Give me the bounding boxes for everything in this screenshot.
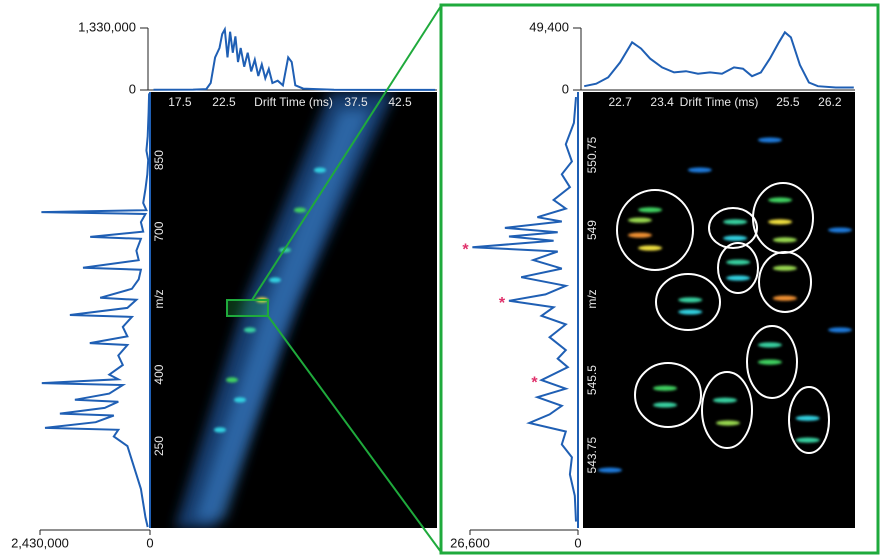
left-panel: 17.5 22.5 37.5 42.5 Drift Time (ms) 250 400 700… (11, 19, 437, 550)
intensity-spot (243, 327, 256, 333)
x-tick-label: 17.5 (168, 95, 192, 109)
peak-annotation: * (462, 241, 469, 258)
cluster-circle (708, 207, 758, 249)
intensity-spot (653, 385, 678, 391)
profile-tick-label: 49,400 (529, 19, 569, 34)
intensity-spot (726, 275, 751, 281)
intensity-spot (768, 219, 793, 225)
zoom-line (251, 5, 442, 301)
cluster-circle (717, 242, 759, 294)
mass-spectrum (472, 97, 577, 522)
y-axis-title: m/z (152, 289, 166, 308)
intensity-spot (678, 309, 703, 315)
intensity-spot (768, 197, 793, 203)
intensity-spot (757, 359, 782, 365)
zoom-overlay (226, 3, 880, 555)
intensity-spot (795, 437, 820, 443)
x-tick-label: 23.4 (650, 95, 674, 109)
spectrum-tick-label: 0 (146, 535, 153, 550)
intensity-spot (828, 227, 853, 233)
y-tick-label: 700 (152, 221, 166, 241)
x-tick-label: 25.5 (776, 95, 800, 109)
intensity-spot (726, 259, 751, 265)
cluster-circle (634, 362, 702, 428)
spectrum-tick-label: 0 (574, 535, 581, 550)
drift-profile (583, 30, 854, 89)
heatmap-area (597, 137, 853, 473)
heatmap-area (175, 92, 395, 528)
zoom-line (267, 315, 442, 553)
intensity-spot (715, 420, 740, 426)
cluster-circle (758, 251, 812, 313)
cluster-circles (616, 182, 830, 454)
cluster-circle (788, 386, 830, 454)
y-tick-label: 400 (152, 364, 166, 384)
x-tick-label: 42.5 (388, 95, 412, 109)
x-axis-title: Drift Time (ms) (254, 95, 333, 109)
intensity-spot (213, 427, 226, 433)
peak-annotation: * (499, 295, 506, 312)
drift-profile (153, 26, 436, 91)
intensity-spot (627, 217, 652, 223)
intensity-spot (653, 402, 678, 408)
cluster-circle (655, 273, 721, 331)
y-tick-label: 250 (152, 436, 166, 456)
intensity-spot (294, 207, 307, 213)
x-tick-label: 22.7 (608, 95, 632, 109)
y-tick-label: 549 (585, 220, 599, 240)
peak-annotation: * (531, 374, 538, 391)
right-panel: 22.7 23.4 25.5 26.2 Drift Time (ms) 543.75 545… (450, 19, 855, 550)
heatmap: 17.5 22.5 37.5 42.5 Drift Time (ms) 250 400 700… (150, 92, 437, 528)
intensity-spot (828, 327, 853, 333)
y-tick-label: 850 (152, 150, 166, 170)
intensity-spot (712, 397, 737, 403)
intensity-spot (678, 297, 703, 303)
zoom-frame (439, 3, 880, 555)
spectrum-tick-label: 2,430,000 (11, 535, 69, 550)
intensity-spot (597, 467, 622, 473)
y-tick-label: 545.5 (585, 365, 599, 395)
intensity-spot (627, 232, 652, 238)
intensity-spot (269, 277, 282, 283)
zoom-box (226, 299, 269, 317)
intensity-spot (723, 235, 748, 241)
intensity-spot (795, 415, 820, 421)
intensity-spot (233, 397, 246, 403)
y-tick-label: 550.75 (585, 136, 599, 173)
y-axis-title: m/z (585, 289, 599, 308)
y-tick-label: 543.75 (585, 436, 599, 473)
intensity-spot (772, 237, 797, 243)
intensity-spot (723, 219, 748, 225)
intensity-spot (772, 265, 797, 271)
intensity-spot (638, 245, 663, 251)
cluster-circle (746, 325, 798, 399)
profile-tick-label: 0 (562, 81, 569, 96)
profile-tick-label: 0 (129, 81, 136, 96)
intensity-spot (757, 137, 782, 143)
x-axis-title: Drift Time (ms) (680, 95, 759, 109)
cluster-circle (616, 189, 694, 271)
intensity-spot (225, 377, 238, 383)
mass-spectrum (41, 93, 151, 528)
intensity-spot (757, 342, 782, 348)
cluster-circle (701, 371, 753, 449)
x-tick-label: 26.2 (818, 95, 842, 109)
spectrum-tick-label: 26,600 (450, 535, 490, 550)
intensity-spot (638, 207, 663, 213)
x-tick-label: 37.5 (344, 95, 368, 109)
x-tick-label: 22.5 (212, 95, 236, 109)
intensity-spot (687, 167, 712, 173)
ion-band-core (195, 110, 370, 520)
intensity-spot (313, 167, 326, 173)
intensity-spot (772, 295, 797, 301)
profile-tick-label: 1,330,000 (78, 19, 136, 34)
